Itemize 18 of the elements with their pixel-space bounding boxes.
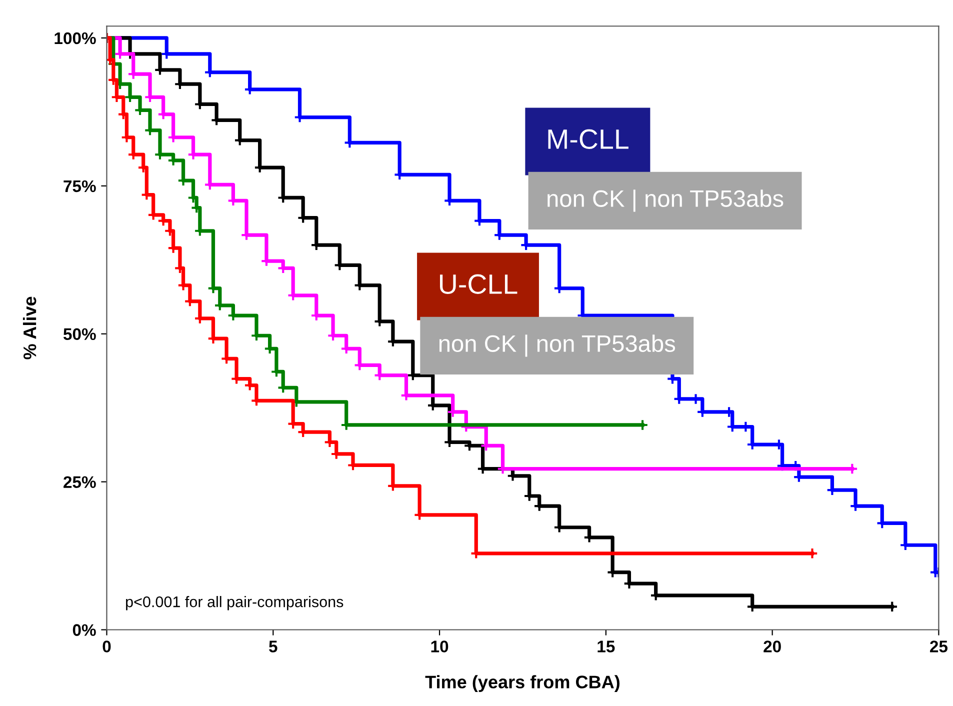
annotation: M-CLL bbox=[548, 129, 628, 149]
annotation: non CK | non TP53abs bbox=[439, 334, 676, 357]
x-tick-label: 5 bbox=[269, 640, 278, 652]
y-tick-label: 0% bbox=[72, 624, 96, 636]
x-tick-label: 0 bbox=[102, 640, 111, 652]
y-axis-title: % Alive bbox=[22, 296, 36, 360]
y-tick-label: 25% bbox=[64, 476, 96, 488]
x-tick-label: 25 bbox=[930, 640, 948, 652]
x-axis-title: Time (years from CBA) bbox=[425, 675, 620, 692]
annotation: p<0.001 for all pair-comparisons bbox=[126, 596, 344, 610]
x-tick-label: 10 bbox=[431, 640, 448, 652]
annotation: U-CLL bbox=[440, 274, 518, 294]
y-tick-label: 50% bbox=[63, 328, 96, 340]
annotation: non CK | non TP53abs bbox=[548, 190, 784, 212]
y-tick-label: 75% bbox=[64, 180, 96, 192]
y-tick-label: 100% bbox=[54, 32, 96, 44]
x-tick-label: 20 bbox=[764, 640, 781, 652]
x-tick-label: 15 bbox=[598, 640, 615, 652]
